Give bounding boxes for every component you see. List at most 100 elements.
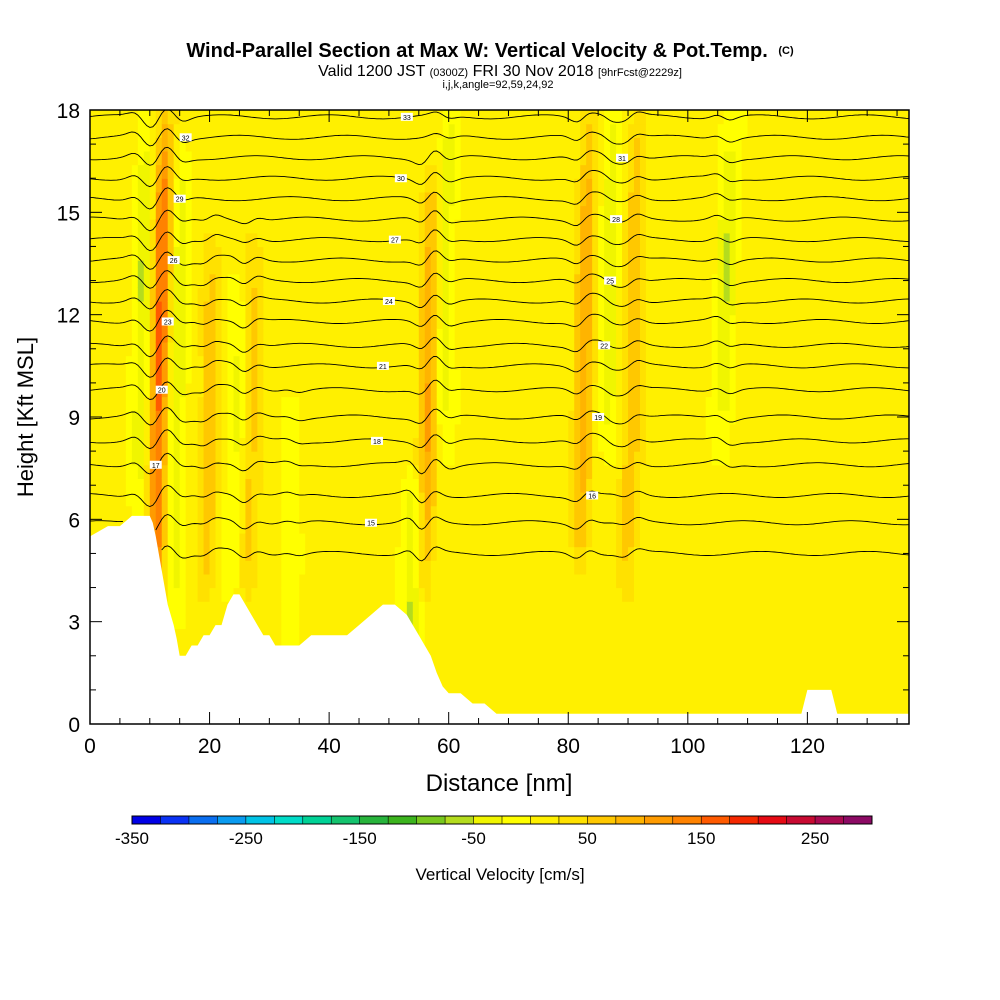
w-cell <box>281 191 288 207</box>
w-cell <box>143 464 151 479</box>
w-cell <box>586 437 593 452</box>
w-cell <box>215 451 223 466</box>
w-cell <box>735 423 743 439</box>
w-cell <box>191 423 199 439</box>
w-cell <box>657 328 665 343</box>
w-cell <box>436 532 444 548</box>
w-cell <box>107 492 115 507</box>
w-cell <box>634 492 641 507</box>
w-cell <box>502 369 510 384</box>
w-cell <box>161 110 169 125</box>
w-cell <box>592 314 599 329</box>
w-cell <box>693 396 701 411</box>
w-cell <box>562 341 569 357</box>
w-cell <box>347 260 354 275</box>
w-cell <box>466 164 474 179</box>
w-cell <box>173 369 181 384</box>
w-cell <box>574 287 581 302</box>
w-cell <box>436 123 444 138</box>
w-cell <box>747 587 755 602</box>
w-cell <box>107 164 115 179</box>
w-cell <box>203 369 211 384</box>
w-cell <box>370 273 378 288</box>
w-cell <box>735 273 743 288</box>
w-cell <box>628 423 635 439</box>
w-cell <box>436 341 444 357</box>
w-cell <box>299 219 306 234</box>
w-cell <box>436 355 444 370</box>
w-cell <box>520 191 527 207</box>
w-cell <box>634 273 641 288</box>
w-cell <box>323 341 330 357</box>
w-cell <box>305 505 312 520</box>
w-cell <box>466 137 474 152</box>
w-cell <box>532 287 539 302</box>
w-cell <box>329 191 336 207</box>
w-cell <box>663 655 671 671</box>
w-cell <box>90 287 97 302</box>
w-cell <box>442 423 450 439</box>
w-cell <box>586 219 593 234</box>
w-cell <box>550 410 557 425</box>
w-cell <box>185 519 193 534</box>
w-cell <box>574 683 581 698</box>
w-cell <box>412 301 420 316</box>
w-cell <box>562 314 569 329</box>
w-cell <box>538 369 545 384</box>
w-cell <box>622 437 629 452</box>
w-cell <box>502 205 510 220</box>
w-cell <box>663 355 671 370</box>
w-cell <box>311 178 318 193</box>
w-cell <box>550 328 557 343</box>
w-cell <box>532 137 539 152</box>
w-cell <box>741 423 749 439</box>
w-cell <box>203 519 211 534</box>
w-cell <box>699 573 707 589</box>
w-cell <box>335 587 342 602</box>
w-cell <box>317 478 324 493</box>
w-cell <box>514 601 522 616</box>
w-cell <box>454 642 462 657</box>
w-cell <box>239 587 247 602</box>
w-cell <box>532 451 539 466</box>
w-cell <box>161 301 169 316</box>
w-cell <box>735 683 743 698</box>
w-cell <box>215 396 223 411</box>
w-cell <box>400 369 408 384</box>
w-cell <box>496 410 504 425</box>
w-cell <box>215 492 223 507</box>
w-cell <box>335 219 342 234</box>
w-cell <box>693 601 701 616</box>
w-cell <box>550 355 557 370</box>
w-cell <box>628 123 635 138</box>
w-cell <box>400 219 408 234</box>
w-cell <box>490 301 498 316</box>
w-cell <box>663 560 671 575</box>
w-cell <box>293 382 300 398</box>
w-cell <box>604 287 611 302</box>
w-cell <box>651 178 659 193</box>
w-cell <box>359 601 366 616</box>
w-cell <box>622 341 629 357</box>
w-cell <box>287 273 294 288</box>
w-cell <box>299 410 306 425</box>
w-cell <box>687 587 695 602</box>
w-cell <box>723 587 731 602</box>
w-cell <box>717 219 725 234</box>
w-cell <box>143 423 151 439</box>
w-cell <box>400 423 408 439</box>
w-cell <box>538 301 545 316</box>
w-cell <box>101 519 109 534</box>
w-cell <box>197 301 205 316</box>
w-cell <box>173 437 181 452</box>
w-cell <box>616 205 623 220</box>
w-cell <box>436 601 444 616</box>
w-cell <box>149 382 157 398</box>
w-cell <box>323 314 330 329</box>
w-cell <box>705 614 713 630</box>
w-cell <box>693 219 701 234</box>
w-cell <box>610 219 617 234</box>
w-cell <box>538 492 545 507</box>
w-cell <box>705 587 713 602</box>
w-cell <box>299 301 306 316</box>
